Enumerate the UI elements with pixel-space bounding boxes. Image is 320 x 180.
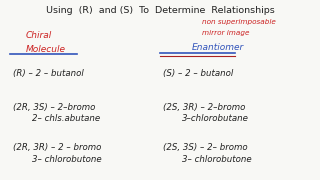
Text: 3– chlorobutone: 3– chlorobutone xyxy=(182,155,252,164)
Text: (R) – 2 – butanol: (R) – 2 – butanol xyxy=(13,69,84,78)
Text: 2– chls.abutane: 2– chls.abutane xyxy=(32,114,100,123)
Text: mirror image: mirror image xyxy=(202,30,249,36)
Text: 3–chlorobutane: 3–chlorobutane xyxy=(182,114,249,123)
Text: (S) – 2 – butanol: (S) – 2 – butanol xyxy=(163,69,234,78)
Text: Chiral: Chiral xyxy=(26,31,52,40)
Text: (2S, 3R) – 2–bromo: (2S, 3R) – 2–bromo xyxy=(163,103,245,112)
Text: (2R, 3S) – 2–bromo: (2R, 3S) – 2–bromo xyxy=(13,103,95,112)
Text: (2S, 3S) – 2– bromo: (2S, 3S) – 2– bromo xyxy=(163,143,248,152)
Text: Enantiomer: Enantiomer xyxy=(192,43,244,52)
Text: non superimposable: non superimposable xyxy=(202,19,276,25)
Text: (2R, 3R) – 2 – bromo: (2R, 3R) – 2 – bromo xyxy=(13,143,101,152)
Text: Using  (R)  and (S)  To  Determine  Relationships: Using (R) and (S) To Determine Relations… xyxy=(46,6,274,15)
Text: Molecule: Molecule xyxy=(26,45,66,54)
Text: 3– chlorobutone: 3– chlorobutone xyxy=(32,155,102,164)
